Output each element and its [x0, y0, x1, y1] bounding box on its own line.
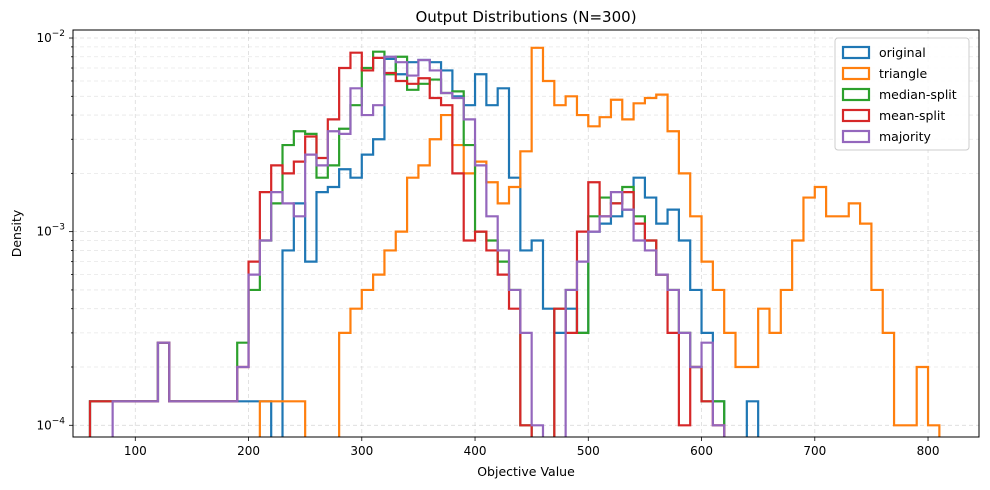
legend-swatch-majority	[841, 129, 871, 144]
legend-swatch-mean-split	[841, 108, 871, 123]
y-tick-label: 10−2	[36, 29, 65, 45]
legend-swatch-median-split	[841, 87, 871, 102]
x-tick-label: 100	[124, 444, 147, 458]
legend: original triangle median-split mean-split ma…	[834, 37, 970, 151]
x-tick-label: 200	[237, 444, 260, 458]
legend-swatch-original	[841, 45, 871, 60]
x-tick-label: 700	[803, 444, 826, 458]
plot-frame	[72, 29, 980, 438]
x-tick-label: 600	[690, 444, 713, 458]
legend-label-mean-split: mean-split	[879, 108, 945, 123]
legend-label-median-split: median-split	[879, 87, 957, 102]
y-tick-label: 10−4	[36, 416, 65, 432]
x-tick-label: 800	[917, 444, 940, 458]
y-tick-label: 10−3	[36, 223, 65, 239]
x-tick-label: 300	[350, 444, 373, 458]
legend-label-original: original	[879, 45, 926, 60]
axis-ticks: 100 200 300 400 500 600 700 800 10−4 10−3 10−2	[36, 29, 939, 458]
x-axis-label: Objective Value	[477, 464, 575, 479]
x-tick-label: 400	[464, 444, 487, 458]
legend-label-majority: majority	[879, 129, 931, 144]
chart-title: Output Distributions (N=300)	[415, 8, 636, 26]
series-majority	[111, 55, 726, 437]
y-axis-label: Density	[9, 209, 24, 257]
series-layer	[88, 46, 941, 437]
series-triangle	[258, 46, 941, 437]
x-tick-label: 500	[577, 444, 600, 458]
legend-swatch-triangle	[841, 66, 871, 81]
legend-label-triangle: triangle	[879, 66, 928, 81]
